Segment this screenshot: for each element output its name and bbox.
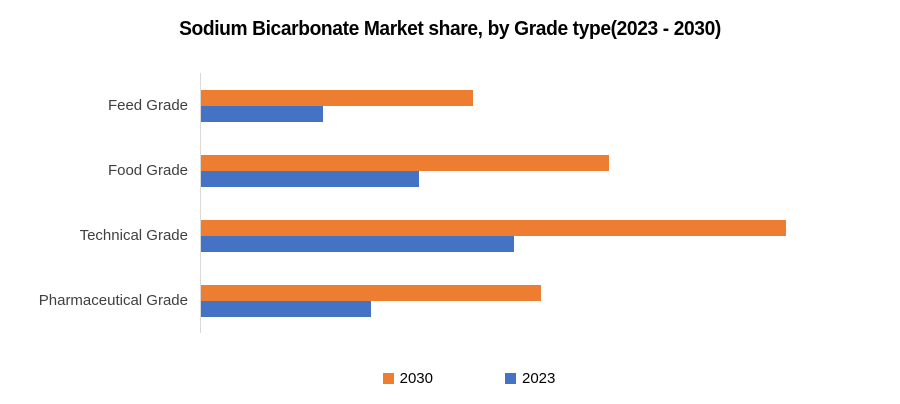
bar-2023-pharmaceutical-grade: [201, 300, 371, 317]
category-label-pharmaceutical-grade: Pharmaceutical Grade: [38, 291, 188, 309]
bar-2030-food-grade: [201, 154, 609, 171]
bar-2023-food-grade: [201, 170, 419, 187]
legend-swatch-2030: [382, 373, 394, 384]
legend-label-2030: 2030: [399, 370, 433, 387]
category-label-food-grade: Food Grade: [107, 161, 188, 179]
bar-2023-feed-grade: [201, 105, 323, 122]
bar-2023-technical-grade: [201, 235, 514, 252]
y-axis-line: [200, 73, 201, 333]
category-label-technical-grade: Technical Grade: [79, 226, 188, 244]
legend: 2030 2023: [0, 370, 900, 387]
bar-2030-pharmaceutical-grade: [201, 284, 541, 301]
legend-item-2023: 2023: [505, 370, 555, 387]
legend-item-2030: 2030: [382, 370, 433, 387]
chart-title: Sodium Bicarbonate Market share, by Grad…: [179, 18, 721, 40]
bar-2030-technical-grade: [201, 219, 786, 236]
legend-label-2023: 2023: [522, 370, 556, 387]
bar-2030-feed-grade: [201, 89, 473, 106]
category-label-feed-grade: Feed Grade: [107, 96, 188, 114]
legend-swatch-2023: [505, 373, 516, 384]
